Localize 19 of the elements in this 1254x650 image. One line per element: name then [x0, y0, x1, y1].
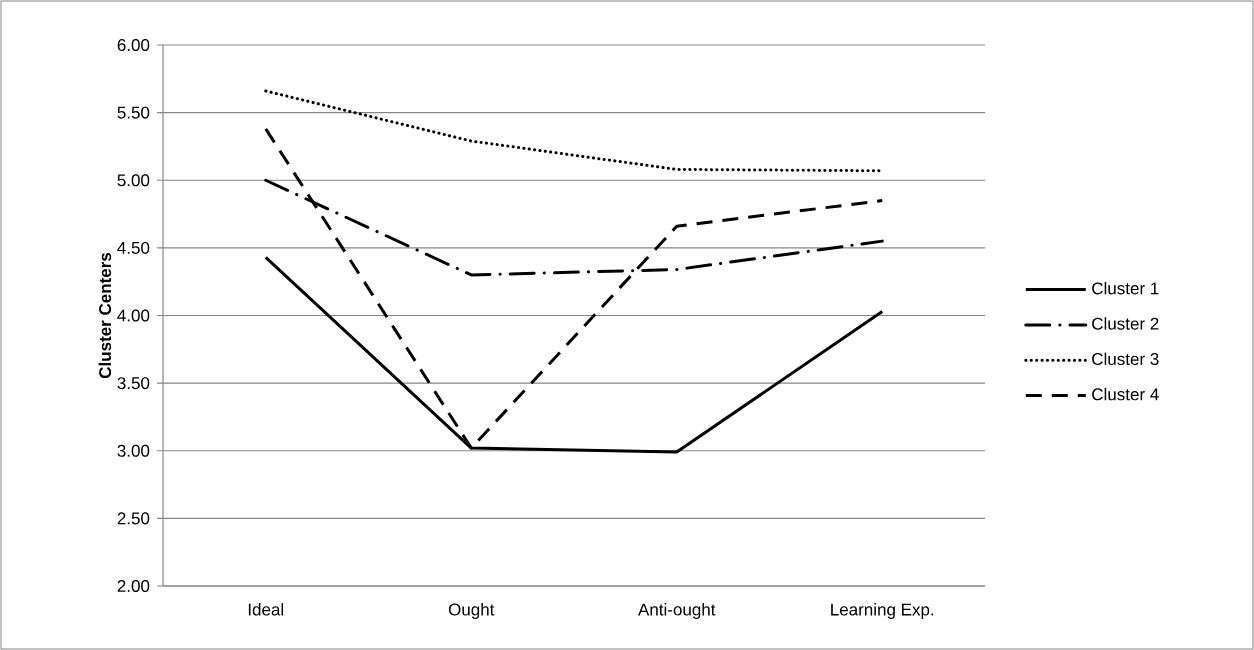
- line-series: [264, 127, 884, 450]
- x-tick-label: Learning Exp.: [831, 603, 934, 619]
- x-tick-label: Anti-ought: [638, 603, 716, 619]
- y-tick-label: 6.00: [117, 39, 150, 52]
- y-tick-label: 3.50: [117, 377, 150, 390]
- legend-label: Cluster 4: [1092, 387, 1159, 401]
- legend-label: Cluster 1: [1092, 281, 1159, 295]
- y-tick-label: 2.50: [117, 512, 150, 525]
- y-axis-title: Cluster Centers: [98, 252, 112, 379]
- x-tick-label: Ought: [448, 603, 495, 619]
- y-tick-label: 2.00: [117, 580, 150, 593]
- legend-label: Cluster 2: [1092, 317, 1159, 330]
- x-tick-label: Ideal: [248, 603, 284, 616]
- y-tick-label: 5.00: [117, 174, 150, 187]
- y-tick-label: 5.50: [117, 106, 150, 119]
- y-tick-label: 4.00: [117, 309, 150, 322]
- y-tick-label: 4.50: [117, 241, 150, 254]
- legend-label: Cluster 3: [1092, 352, 1159, 366]
- y-tick-label: 3.00: [117, 444, 150, 457]
